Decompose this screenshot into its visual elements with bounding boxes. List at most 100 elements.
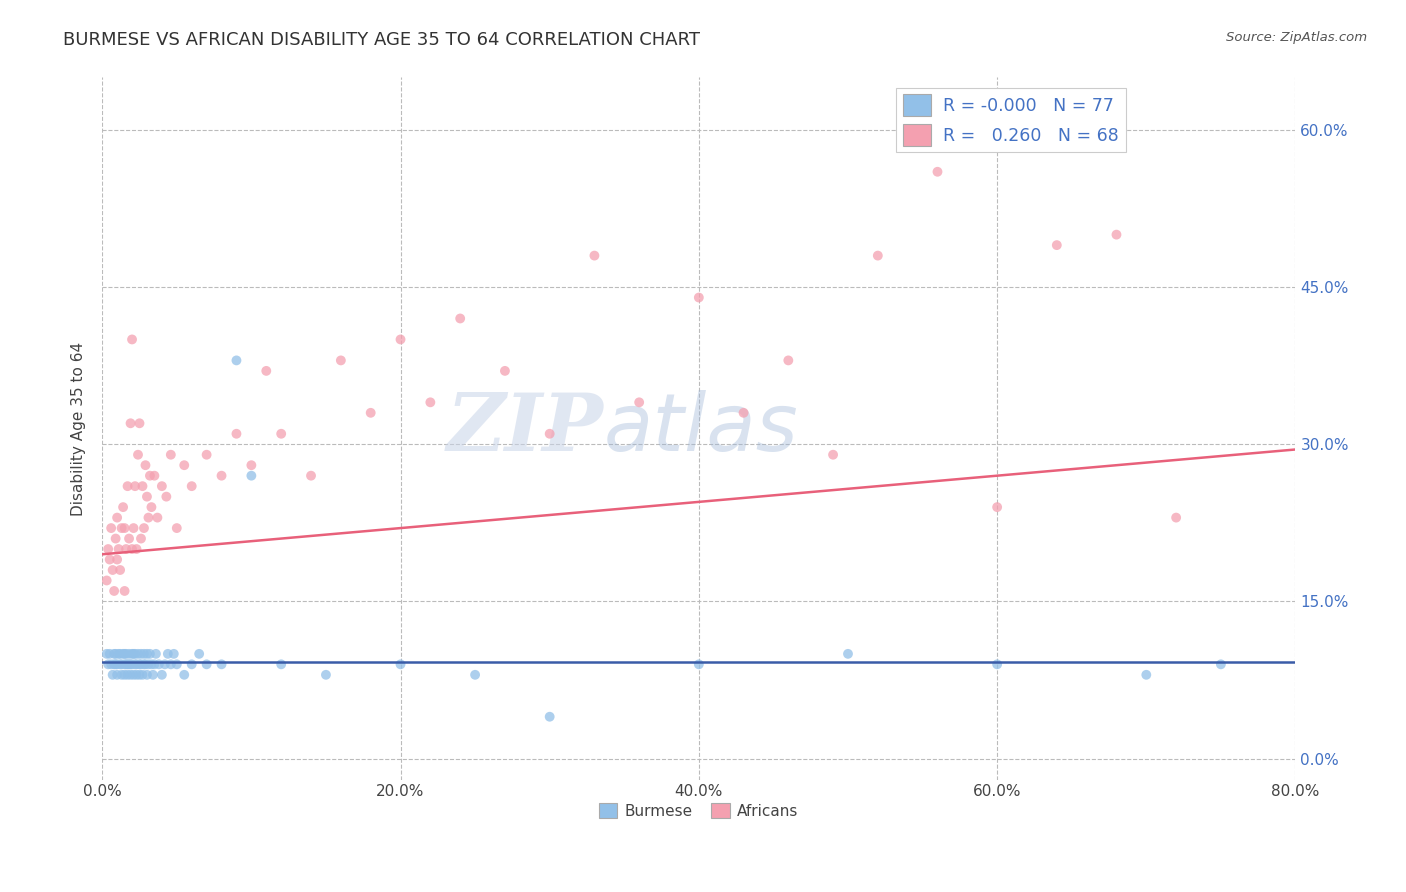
Point (112, 500, 135, 515)
Point (132, 657, 155, 672)
Point (128, 657, 150, 672)
Point (98, 552, 121, 566)
Point (115, 542, 138, 557)
Point (299, 468, 322, 483)
Point (143, 468, 166, 483)
Point (118, 657, 141, 672)
Point (105, 657, 128, 672)
Point (688, 657, 710, 672)
Point (132, 647, 155, 661)
Point (96, 647, 118, 661)
Point (117, 657, 139, 672)
Point (120, 657, 142, 672)
Point (143, 657, 166, 672)
Point (120, 668, 142, 682)
Point (150, 668, 173, 682)
Point (128, 668, 150, 682)
Point (129, 647, 152, 661)
Point (778, 353, 800, 368)
Text: BURMESE VS AFRICAN DISABILITY AGE 35 TO 64 CORRELATION CHART: BURMESE VS AFRICAN DISABILITY AGE 35 TO … (63, 31, 700, 49)
Point (127, 647, 149, 661)
Point (103, 647, 125, 661)
Point (125, 668, 148, 682)
Point (103, 657, 125, 672)
Point (108, 563, 131, 577)
Point (115, 647, 138, 661)
Point (100, 521, 122, 535)
Point (101, 563, 124, 577)
Point (122, 521, 145, 535)
Point (104, 647, 127, 661)
Point (254, 364, 277, 378)
Point (419, 395, 441, 409)
Point (114, 647, 136, 661)
Point (121, 657, 143, 672)
Point (494, 364, 516, 378)
Point (538, 710, 561, 724)
Point (108, 657, 131, 672)
Point (449, 311, 471, 326)
Point (105, 510, 128, 524)
Point (98, 647, 121, 661)
Point (188, 647, 211, 661)
Point (138, 657, 160, 672)
Point (136, 668, 159, 682)
Point (114, 521, 136, 535)
Point (156, 647, 179, 661)
Point (628, 395, 651, 409)
Text: atlas: atlas (603, 390, 799, 467)
Point (180, 657, 202, 672)
Point (823, 448, 845, 462)
Point (733, 406, 755, 420)
Point (114, 584, 136, 599)
Point (124, 647, 146, 661)
Point (118, 647, 141, 661)
Point (688, 291, 710, 305)
Point (96, 574, 118, 588)
Point (270, 426, 292, 441)
Point (166, 521, 188, 535)
Point (125, 542, 148, 557)
Point (110, 657, 132, 672)
Point (107, 647, 129, 661)
Point (153, 657, 176, 672)
Point (329, 353, 352, 368)
Point (114, 668, 136, 682)
Point (159, 657, 181, 672)
Point (464, 668, 486, 682)
Point (986, 657, 1008, 672)
Point (538, 426, 561, 441)
Point (136, 490, 159, 504)
Point (134, 458, 156, 473)
Point (146, 510, 169, 524)
Point (360, 406, 382, 420)
Point (124, 657, 146, 672)
Point (110, 668, 132, 682)
Point (240, 468, 263, 483)
Point (138, 510, 160, 524)
Point (117, 668, 139, 682)
Point (131, 668, 153, 682)
Point (1135, 668, 1157, 682)
Point (173, 668, 195, 682)
Point (270, 657, 292, 672)
Point (105, 552, 128, 566)
Point (134, 657, 156, 672)
Point (121, 647, 143, 661)
Point (141, 657, 163, 672)
Point (122, 668, 145, 682)
Point (240, 458, 263, 473)
Point (211, 468, 233, 483)
Point (122, 647, 145, 661)
Point (159, 448, 181, 462)
Point (129, 657, 152, 672)
Point (211, 657, 233, 672)
Point (1209, 657, 1232, 672)
Point (180, 479, 202, 493)
Point (225, 353, 247, 368)
Point (837, 647, 859, 661)
Point (104, 532, 127, 546)
Point (166, 657, 188, 672)
Point (104, 657, 127, 672)
Point (129, 532, 152, 546)
